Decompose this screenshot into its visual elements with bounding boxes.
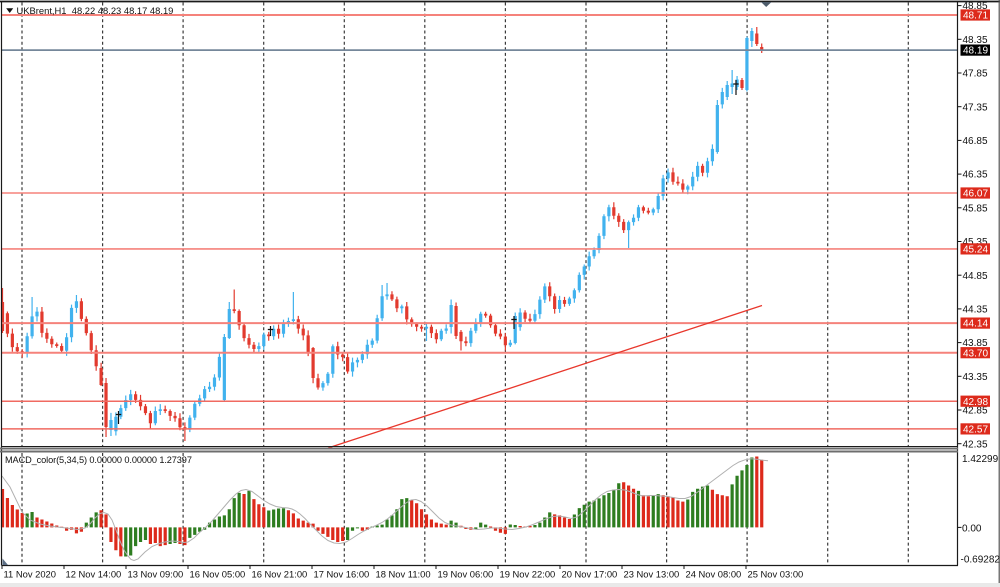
svg-text:1.42299: 1.42299 [962, 454, 999, 465]
svg-text:18 Nov 11:00: 18 Nov 11:00 [376, 569, 431, 580]
svg-text:0.00: 0.00 [962, 524, 982, 535]
svg-text:43.35: 43.35 [963, 372, 988, 383]
svg-text:42.98: 42.98 [963, 397, 988, 408]
svg-text:44.85: 44.85 [963, 271, 988, 282]
svg-text:44.35: 44.35 [963, 305, 988, 316]
svg-text:20 Nov 17:00: 20 Nov 17:00 [562, 569, 618, 580]
svg-text:UKBrent,H1 48.22 48.23 48.17: UKBrent,H1 48.22 48.23 48.17 48.19 [17, 5, 174, 16]
svg-text:46.85: 46.85 [963, 136, 988, 147]
svg-text:-0.69282: -0.69282 [961, 554, 1000, 565]
svg-text:42.57: 42.57 [963, 425, 988, 436]
svg-text:16 Nov 21:00: 16 Nov 21:00 [252, 569, 308, 580]
svg-text:45.24: 45.24 [963, 245, 988, 256]
svg-text:19 Nov 06:00: 19 Nov 06:00 [438, 569, 494, 580]
svg-text:42.35: 42.35 [963, 439, 988, 450]
svg-text:17 Nov 16:00: 17 Nov 16:00 [314, 569, 370, 580]
svg-text:48.19: 48.19 [963, 46, 988, 57]
svg-text:13 Nov 09:00: 13 Nov 09:00 [128, 569, 184, 580]
svg-text:23 Nov 13:00: 23 Nov 13:00 [624, 569, 680, 580]
svg-text:45.85: 45.85 [963, 203, 988, 214]
svg-text:47.85: 47.85 [963, 69, 988, 80]
svg-text:44.14: 44.14 [963, 319, 988, 330]
svg-text:45.35: 45.35 [963, 237, 988, 248]
svg-text:48.71: 48.71 [963, 11, 988, 22]
svg-text:24 Nov 08:00: 24 Nov 08:00 [686, 569, 742, 580]
svg-text:43.85: 43.85 [963, 338, 988, 349]
svg-text:48.85: 48.85 [963, 1, 988, 12]
svg-text:25 Nov 03:00: 25 Nov 03:00 [748, 569, 804, 580]
svg-text:11 Nov 2020: 11 Nov 2020 [4, 569, 56, 580]
svg-text:47.35: 47.35 [963, 102, 988, 113]
svg-text:42.85: 42.85 [963, 406, 988, 417]
svg-text:46.35: 46.35 [963, 170, 988, 181]
svg-text:43.70: 43.70 [963, 348, 988, 359]
svg-text:12 Nov 14:00: 12 Nov 14:00 [66, 569, 122, 580]
svg-text:19 Nov 22:00: 19 Nov 22:00 [500, 569, 556, 580]
svg-text:16 Nov 05:00: 16 Nov 05:00 [190, 569, 246, 580]
svg-text:48.35: 48.35 [963, 35, 988, 46]
svg-text:46.07: 46.07 [963, 189, 988, 200]
svg-text:MACD_color(5,34,5) 0.00000 0.0: MACD_color(5,34,5) 0.00000 0.00000 1.273… [5, 455, 192, 465]
